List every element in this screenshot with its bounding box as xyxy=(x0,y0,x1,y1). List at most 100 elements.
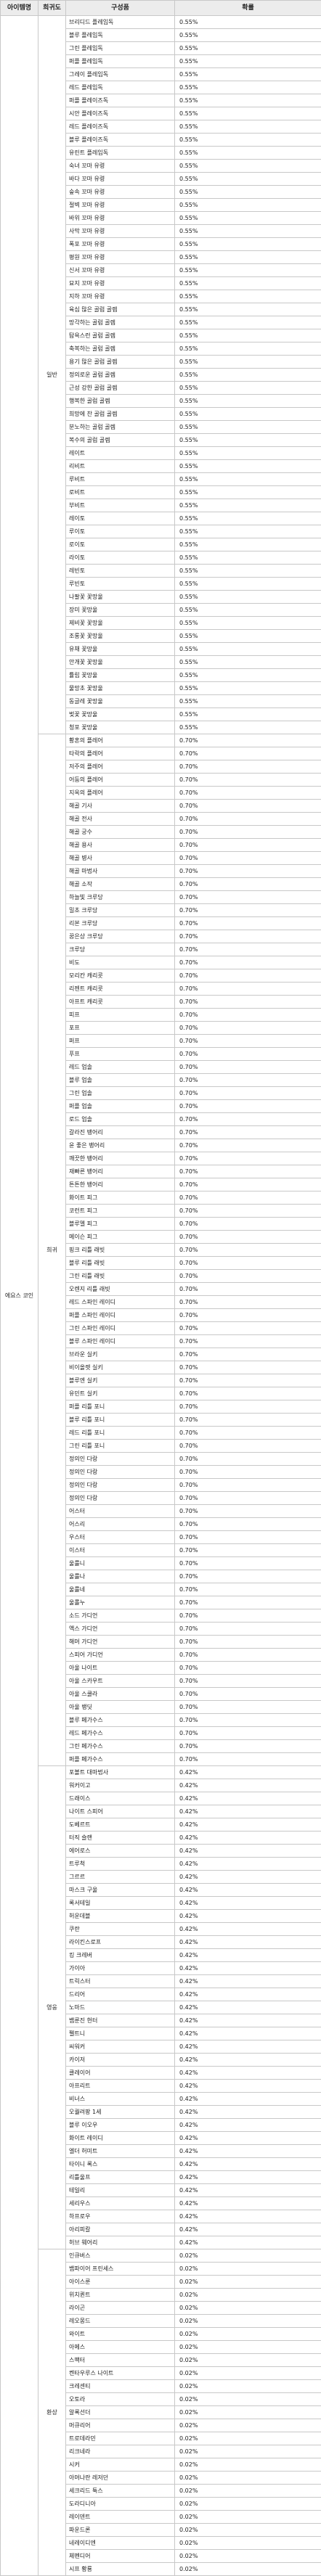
probability-cell: 0.42% xyxy=(175,1805,321,1818)
component-name-cell: 오퀄려팡 1세 xyxy=(66,2106,175,2119)
component-name-cell: 이스터 xyxy=(66,1544,175,1557)
header-probability: 확률 xyxy=(175,1,321,16)
component-name-cell: 체펜디어 xyxy=(66,2550,175,2563)
probability-cell: 0.70% xyxy=(175,1231,321,1244)
component-name-cell: 윤 좋은 뱅어리 xyxy=(66,1139,175,1152)
component-name-cell: 리크네라 xyxy=(66,2445,175,2458)
probability-cell: 0.70% xyxy=(175,800,321,813)
probability-cell: 0.70% xyxy=(175,1100,321,1113)
component-name-cell: 정의인 다랑 xyxy=(66,1492,175,1505)
component-name-cell: 도베르트 xyxy=(66,1818,175,1831)
component-name-cell: 블루 리틀 포니 xyxy=(66,1414,175,1427)
component-name-cell: 튼튼한 뱅어리 xyxy=(66,1178,175,1191)
probability-cell: 0.42% xyxy=(175,2067,321,2080)
probability-cell: 0.70% xyxy=(175,1361,321,1374)
probability-cell: 0.70% xyxy=(175,1257,321,1270)
probability-cell: 0.42% xyxy=(175,2001,321,2014)
probability-cell: 0.55% xyxy=(175,277,321,290)
component-name-cell: 근성 강한 골럼 골렘 xyxy=(66,382,175,395)
component-name-cell: 테일리 xyxy=(66,2184,175,2197)
probability-cell: 0.70% xyxy=(175,1191,321,1205)
component-name-cell: 세리우스 xyxy=(66,2197,175,2210)
probability-cell: 0.70% xyxy=(175,1636,321,1649)
probability-cell: 0.55% xyxy=(175,695,321,708)
component-name-cell: 행복한 골럼 골렘 xyxy=(66,395,175,408)
probability-cell: 0.70% xyxy=(175,1322,321,1335)
component-name-cell: 부비트 xyxy=(66,499,175,512)
component-name-cell: 폭포 꼬마 유령 xyxy=(66,238,175,251)
probability-cell: 0.02% xyxy=(175,2445,321,2458)
component-name-cell: 카이저 xyxy=(66,2054,175,2067)
component-name-cell: 퍼플 플레이즈독 xyxy=(66,94,175,107)
probability-cell: 0.55% xyxy=(175,421,321,434)
rarity-cell: 영웅 xyxy=(38,1766,66,2249)
probability-cell: 0.70% xyxy=(175,1675,321,1688)
probability-cell: 0.02% xyxy=(175,2380,321,2393)
component-name-cell: 재빠른 뱅어리 xyxy=(66,1165,175,1178)
probability-cell: 0.02% xyxy=(175,2406,321,2419)
probability-cell: 0.70% xyxy=(175,1596,321,1609)
component-name-cell: 라이곤 xyxy=(66,2302,175,2315)
component-name-cell: 평원 꼬마 유령 xyxy=(66,251,175,264)
component-name-cell: 울룰네 xyxy=(66,1583,175,1596)
probability-cell: 0.55% xyxy=(175,630,321,643)
probability-cell: 0.02% xyxy=(175,2537,321,2550)
component-name-cell: 브리디드 플레임독 xyxy=(66,16,175,29)
component-name-cell: 블루 업솔 xyxy=(66,1074,175,1087)
probability-cell: 0.70% xyxy=(175,917,321,930)
probability-cell: 0.55% xyxy=(175,499,321,512)
probability-cell: 0.55% xyxy=(175,617,321,630)
probability-cell: 0.55% xyxy=(175,238,321,251)
component-name-cell: 리비트 xyxy=(66,460,175,473)
component-name-cell: 유린트 플레임독 xyxy=(66,147,175,160)
probability-cell: 0.42% xyxy=(175,1897,321,1910)
probability-cell: 0.42% xyxy=(175,1766,321,1779)
probability-cell: 0.55% xyxy=(175,604,321,617)
component-name-cell: 복수의 골럼 골렘 xyxy=(66,434,175,447)
component-name-cell: 브라운 실키 xyxy=(66,1348,175,1361)
component-name-cell: 레빈토 xyxy=(66,565,175,578)
component-name-cell: 소드 가디언 xyxy=(66,1609,175,1623)
probability-cell: 0.55% xyxy=(175,173,321,186)
component-name-cell: 오렌지 리틀 래빗 xyxy=(66,1283,175,1296)
component-name-cell: 블루멜 피그 xyxy=(66,1218,175,1231)
component-name-cell: 씨워커 xyxy=(66,2040,175,2054)
component-name-cell: 청포 꽃망울 xyxy=(66,721,175,734)
component-name-cell: 퍼프 xyxy=(66,1035,175,1048)
probability-cell: 0.02% xyxy=(175,2498,321,2511)
probability-cell: 0.42% xyxy=(175,2158,321,2171)
item-name-cell: 에요스 코인 xyxy=(1,16,38,2576)
probability-cell: 0.70% xyxy=(175,1662,321,1675)
probability-cell: 0.70% xyxy=(175,1139,321,1152)
probability-cell: 0.42% xyxy=(175,2223,321,2236)
component-name-cell: 바위 꼬마 유령 xyxy=(66,212,175,225)
component-name-cell: 저주의 플레어 xyxy=(66,760,175,774)
probability-cell: 0.70% xyxy=(175,1400,321,1414)
probability-cell: 0.70% xyxy=(175,839,321,852)
probability-cell: 0.55% xyxy=(175,551,321,565)
probability-cell: 0.55% xyxy=(175,81,321,94)
component-name-cell: 동글레 꽃망울 xyxy=(66,695,175,708)
probability-cell: 0.55% xyxy=(175,212,321,225)
probability-cell: 0.55% xyxy=(175,473,321,486)
probability-cell: 0.02% xyxy=(175,2563,321,2576)
probability-cell: 0.02% xyxy=(175,2341,321,2354)
component-name-cell: 울룰니 xyxy=(66,1557,175,1570)
component-name-cell: 아프리트 xyxy=(66,2080,175,2093)
component-name-cell: 해골 전사 xyxy=(66,813,175,826)
probability-cell: 0.42% xyxy=(175,2080,321,2093)
probability-cell: 0.70% xyxy=(175,1074,321,1087)
probability-cell: 0.70% xyxy=(175,1205,321,1218)
component-name-cell: 퍼플 스파인 레이디 xyxy=(66,1309,175,1322)
probability-cell: 0.70% xyxy=(175,1518,321,1531)
probability-cell: 0.42% xyxy=(175,2132,321,2145)
component-name-cell: 퍼플 페가수스 xyxy=(66,1753,175,1766)
component-name-cell: 제비꽃 꽃망울 xyxy=(66,617,175,630)
component-name-cell: 레드 플레임독 xyxy=(66,81,175,94)
component-name-cell: 레이트 xyxy=(66,447,175,460)
probability-cell: 0.02% xyxy=(175,2458,321,2472)
component-name-cell: 레드 스파인 레이디 xyxy=(66,1296,175,1309)
probability-cell: 0.02% xyxy=(175,2328,321,2341)
